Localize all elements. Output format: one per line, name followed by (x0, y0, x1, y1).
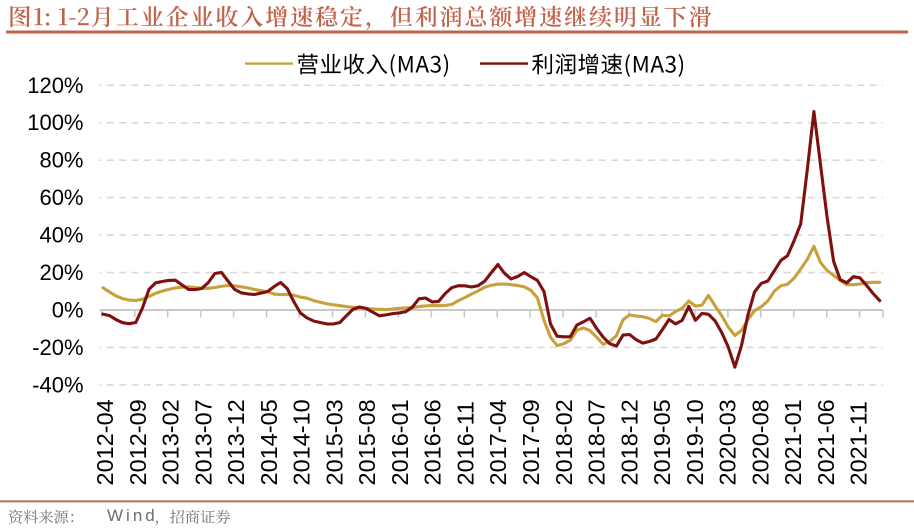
svg-text:40%: 40% (39, 223, 83, 248)
svg-text:2014-10: 2014-10 (289, 399, 315, 485)
svg-text:0%: 0% (52, 298, 84, 323)
svg-text:2019-05: 2019-05 (649, 399, 675, 485)
svg-text:2021-06: 2021-06 (813, 399, 839, 485)
svg-text:100%: 100% (27, 110, 83, 135)
svg-text:2021-11: 2021-11 (846, 401, 872, 486)
svg-text:2020-08: 2020-08 (747, 399, 773, 485)
svg-text:2012-09: 2012-09 (125, 399, 151, 485)
svg-text:2016-06: 2016-06 (420, 399, 446, 485)
svg-text:2017-09: 2017-09 (518, 399, 544, 485)
svg-text:2012-04: 2012-04 (92, 399, 118, 485)
svg-text:20%: 20% (39, 260, 83, 285)
svg-text:-40%: -40% (32, 372, 83, 397)
svg-text:2014-05: 2014-05 (256, 399, 282, 485)
svg-text:Wind: Wind (107, 506, 158, 525)
svg-text:2015-03: 2015-03 (321, 399, 347, 485)
svg-text:2013-07: 2013-07 (190, 399, 216, 485)
svg-text:2017-04: 2017-04 (485, 399, 511, 485)
svg-text:2018-02: 2018-02 (551, 399, 577, 485)
svg-text:2020-03: 2020-03 (715, 399, 741, 485)
svg-text:2015-08: 2015-08 (354, 399, 380, 485)
svg-text:2016-01: 2016-01 (387, 399, 413, 485)
svg-text:2016-11: 2016-11 (453, 401, 479, 486)
svg-text:2018-07: 2018-07 (584, 399, 610, 485)
svg-text:80%: 80% (39, 148, 83, 173)
svg-text:2013-12: 2013-12 (223, 399, 249, 485)
svg-text:-20%: -20% (32, 335, 83, 360)
svg-text:60%: 60% (39, 185, 83, 210)
svg-text:2013-02: 2013-02 (158, 399, 184, 485)
svg-text:2018-12: 2018-12 (616, 399, 642, 485)
svg-text:2019-10: 2019-10 (682, 399, 708, 485)
svg-text:2021-01: 2021-01 (780, 399, 806, 485)
svg-text:120%: 120% (27, 73, 83, 98)
